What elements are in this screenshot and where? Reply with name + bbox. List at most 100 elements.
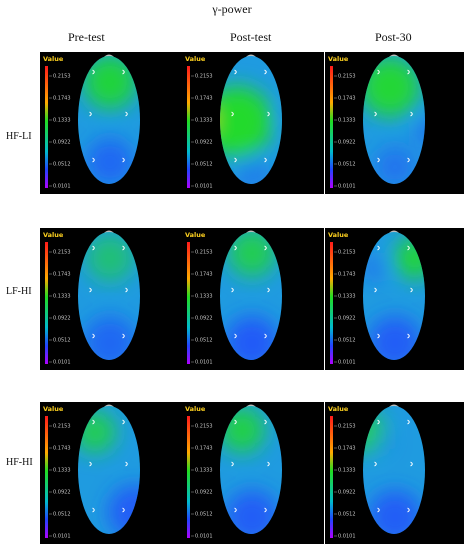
power-blob (415, 117, 425, 147)
colorbar-tick-label: 0.0101 (53, 184, 71, 190)
row-label-lf-hi: LF-HI (6, 286, 32, 297)
electrode-marker (377, 419, 380, 425)
colorbar-tick-label: 0.1743 (338, 96, 356, 102)
colorbar-title: Value (328, 405, 349, 413)
topomap-panel: Value 0.2153 0.1743 0.1333 0.0922 0.0512 0.010… (182, 228, 324, 370)
topomap-svg: Value 0.2153 0.1743 0.1333 0.0922 0.0512 0.010… (325, 52, 464, 194)
electrode-marker (122, 69, 125, 75)
electrode-marker (92, 333, 95, 339)
electrode-marker (377, 507, 380, 513)
column-label-post-test: Post-test (230, 30, 272, 44)
colorbar-tick-label: 0.0512 (53, 162, 71, 168)
colorbar-tick-label: 0.0922 (53, 490, 71, 496)
power-blob (86, 234, 134, 282)
electrode-marker (377, 245, 380, 251)
column-label-post-30: Post-30 (375, 30, 412, 44)
colorbar-tick-label: 0.2153 (53, 424, 71, 430)
colorbar (45, 416, 48, 538)
colorbar-title: Value (43, 55, 64, 63)
topomap-svg: Value 0.2153 0.1743 0.1333 0.0922 0.0512 0.010… (40, 228, 182, 370)
electrode-marker (410, 111, 413, 117)
colorbar (45, 66, 48, 188)
power-blob (374, 146, 416, 184)
electrode-marker (92, 245, 95, 251)
colorbar (187, 66, 190, 188)
colorbar-tick-label: 0.1743 (195, 272, 213, 278)
electrode-marker (264, 507, 267, 513)
colorbar-tick-label: 0.1743 (53, 272, 71, 278)
colorbar-title: Value (185, 405, 206, 413)
colorbar-tick-label: 0.0512 (195, 512, 213, 518)
topomap-panel: Value 0.2153 0.1743 0.1333 0.0922 0.0512 0.010… (40, 228, 182, 370)
electrode-marker (125, 461, 128, 467)
colorbar-tick-label: 0.2153 (338, 74, 356, 80)
colorbar-tick-label: 0.1333 (195, 468, 213, 474)
colorbar-tick-label: 0.0922 (195, 316, 213, 322)
colorbar-tick-label: 0.1333 (338, 468, 356, 474)
colorbar-title: Value (43, 405, 64, 413)
power-blob (228, 232, 276, 277)
colorbar-tick-label: 0.1743 (53, 96, 71, 102)
colorbar (45, 242, 48, 364)
topomap-svg: Value 0.2153 0.1743 0.1333 0.0922 0.0512 0.010… (40, 52, 182, 194)
topomap-panel: Value 0.2153 0.1743 0.1333 0.0922 0.0512 0.010… (182, 52, 324, 194)
electrode-marker (410, 287, 413, 293)
power-blob (83, 56, 137, 109)
electrode-marker (407, 245, 410, 251)
electrode-marker (89, 461, 92, 467)
colorbar-tick-label: 0.1743 (338, 446, 356, 452)
colorbar-tick-label: 0.0512 (195, 338, 213, 344)
colorbar-tick-label: 0.2153 (338, 424, 356, 430)
electrode-marker (122, 157, 125, 163)
colorbar-tick-label: 0.0922 (53, 316, 71, 322)
electrode-marker (407, 157, 410, 163)
electrode-marker (234, 69, 237, 75)
electrode-marker (264, 69, 267, 75)
colorbar (187, 416, 190, 538)
colorbar-title: Value (185, 231, 206, 239)
colorbar-tick-label: 0.0922 (338, 490, 356, 496)
row-label-hf-hi: HF-HI (6, 457, 33, 468)
colorbar-tick-label: 0.0101 (338, 184, 356, 190)
electrode-marker (234, 245, 237, 251)
power-blob (363, 57, 420, 117)
topomap-svg: Value 0.2153 0.1743 0.1333 0.0922 0.0512 0.010… (182, 228, 324, 370)
colorbar-tick-label: 0.0101 (195, 184, 213, 190)
electrode-marker (234, 507, 237, 513)
colorbar-tick-label: 0.0512 (53, 512, 71, 518)
colorbar-tick-label: 0.0512 (338, 512, 356, 518)
topomap-svg: Value 0.2153 0.1743 0.1333 0.0922 0.0512 0.010… (182, 52, 324, 194)
colorbar-tick-label: 0.1333 (195, 118, 213, 124)
colorbar (330, 416, 333, 538)
colorbar (330, 242, 333, 364)
colorbar-tick-label: 0.1743 (195, 96, 213, 102)
colorbar-tick-label: 0.2153 (195, 250, 213, 256)
colorbar-tick-label: 0.2153 (195, 74, 213, 80)
electrode-marker (122, 507, 125, 513)
electrode-marker (92, 69, 95, 75)
electrode-marker (264, 157, 267, 163)
colorbar-tick-label: 0.0101 (195, 534, 213, 540)
colorbar-tick-label: 0.2153 (53, 74, 71, 80)
electrode-marker (374, 461, 377, 467)
colorbar-tick-label: 0.0512 (53, 338, 71, 344)
colorbar-tick-label: 0.0101 (338, 534, 356, 540)
colorbar-tick-label: 0.0512 (338, 162, 356, 168)
row-label-hf-li: HF-LI (6, 131, 32, 142)
colorbar-tick-label: 0.1743 (53, 446, 71, 452)
topomap-svg: Value 0.2153 0.1743 0.1333 0.0922 0.0512 0.010… (182, 402, 324, 544)
electrode-marker (407, 333, 410, 339)
colorbar-tick-label: 0.1333 (338, 294, 356, 300)
electrode-marker (92, 507, 95, 513)
colorbar-tick-label: 0.0101 (338, 360, 356, 366)
electrode-marker (377, 333, 380, 339)
electrode-marker (89, 111, 92, 117)
power-blob (363, 256, 387, 280)
electrode-marker (374, 111, 377, 117)
topomap-panel: Value 0.2153 0.1743 0.1333 0.0922 0.0512 0.010… (325, 228, 464, 370)
electrode-marker (231, 287, 234, 293)
electrode-marker (234, 157, 237, 163)
power-blob (394, 237, 425, 279)
colorbar-title: Value (43, 231, 64, 239)
colorbar-title: Value (328, 231, 349, 239)
